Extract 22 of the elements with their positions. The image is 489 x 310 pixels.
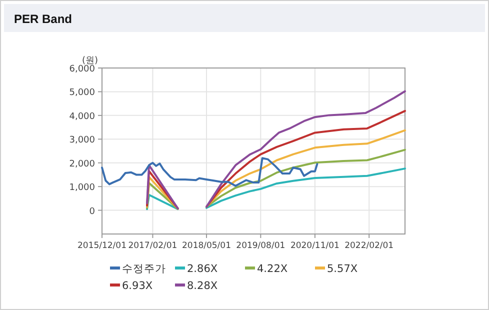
legend-label: 5.57X	[327, 263, 358, 275]
x-tick-label: 2017/02/01	[128, 241, 178, 251]
y-tick-label: 3,000	[69, 136, 96, 146]
legend-label: 수정주가	[122, 263, 166, 275]
chart-title: PER Band	[14, 12, 72, 26]
y-tick-label: 6,000	[69, 64, 96, 74]
y-tick-label: 2,000	[69, 159, 96, 170]
x-tick-label: 2015/12/01	[78, 241, 126, 251]
legend-label: 2.86X	[187, 263, 218, 275]
x-tick-label: 2018/05/01	[182, 241, 232, 251]
line-series	[101, 157, 318, 187]
x-tick-label: 2022/02/01	[344, 241, 394, 251]
legend-label: 4.22X	[257, 263, 288, 275]
y-tick-label: 0	[89, 206, 96, 217]
y-tick-label: 4,000	[69, 112, 96, 122]
x-tick-label: 2019/08/01	[236, 241, 286, 251]
y-axis-title: (원)	[82, 56, 98, 66]
y-tick-label: 1,000	[69, 183, 96, 194]
y-tick-label: 5,000	[69, 88, 96, 98]
legend-label: 8.28X	[187, 280, 218, 292]
legend-label: 6.93X	[122, 280, 153, 292]
x-tick-label: 2020/11/01	[290, 241, 340, 251]
